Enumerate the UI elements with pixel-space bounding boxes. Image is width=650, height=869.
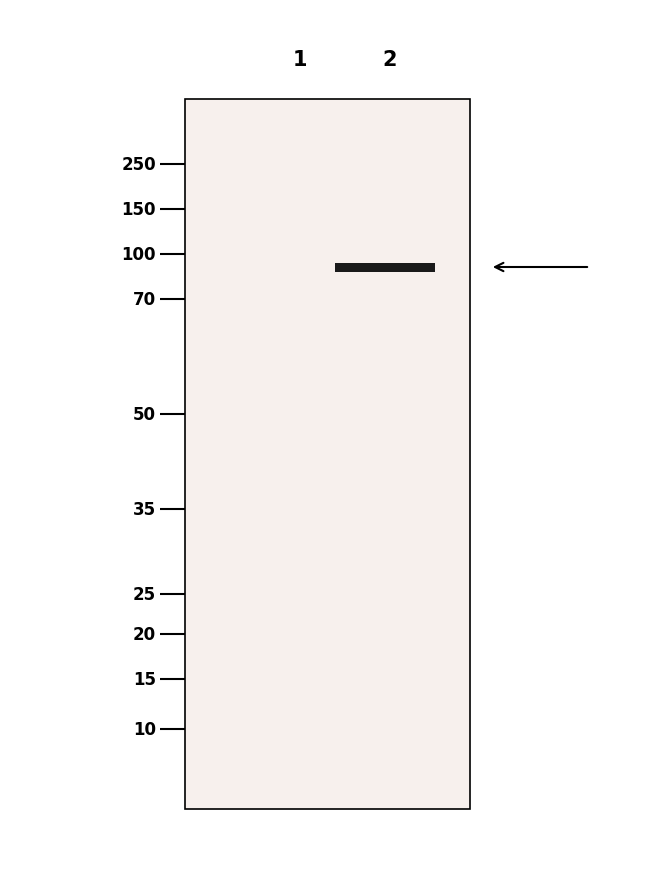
Text: 35: 35 [133, 501, 156, 519]
Bar [335, 263, 435, 272]
Text: 50: 50 [133, 406, 156, 423]
Text: 2: 2 [383, 50, 397, 70]
Text: 150: 150 [122, 201, 156, 219]
Text: 100: 100 [122, 246, 156, 263]
Text: 70: 70 [133, 290, 156, 308]
Text: 20: 20 [133, 626, 156, 643]
Text: 250: 250 [122, 156, 156, 174]
Text: 15: 15 [133, 670, 156, 688]
Text: 25: 25 [133, 586, 156, 603]
Text: 1: 1 [292, 50, 307, 70]
Text: 10: 10 [133, 720, 156, 738]
Bar [185, 100, 470, 809]
